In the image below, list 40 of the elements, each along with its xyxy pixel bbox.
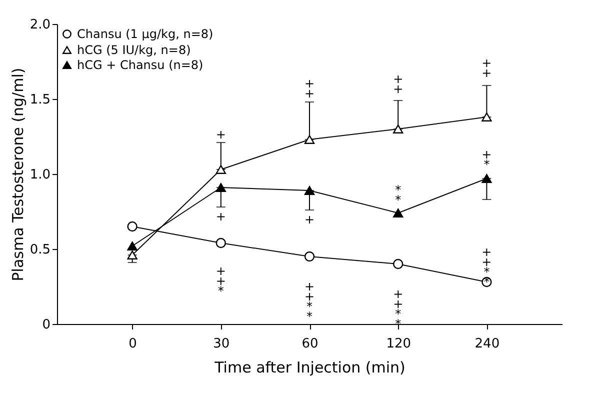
point — [304, 135, 315, 144]
point — [482, 112, 492, 122]
y-tick-label: 1.5 — [30, 92, 50, 108]
y-tick-label: 1.0 — [30, 168, 50, 182]
x-axis-title: Time after Injection (min) — [214, 358, 406, 376]
annotation: + + * — [216, 264, 226, 298]
annotation: + — [216, 210, 226, 224]
point — [127, 221, 138, 232]
annotation: + * — [482, 148, 492, 172]
point — [393, 208, 404, 218]
legend-label: hCG + Chansu (n=8) — [77, 58, 204, 72]
x-tick-label: 30 — [213, 336, 230, 352]
y-tick-label: 0.5 — [30, 242, 50, 258]
point — [127, 242, 138, 250]
point — [393, 258, 404, 270]
annotation: + + * * — [304, 280, 315, 324]
x-tick-label: 0 — [128, 336, 137, 352]
point — [304, 251, 315, 262]
point — [304, 186, 315, 195]
legend-label: Chansu (1 µg/kg, n=8) — [77, 27, 214, 41]
legend-label: hCG (5 IU/kg, n=8) — [77, 43, 191, 57]
annotation: + + — [304, 76, 315, 100]
x-tick-label: 240 — [474, 336, 500, 352]
y-tick-label: 2.0 — [30, 18, 50, 32]
point — [216, 165, 226, 174]
point — [393, 124, 404, 134]
y-tick-label: 0 — [42, 318, 50, 332]
annotation: + — [304, 212, 315, 226]
point — [482, 174, 492, 183]
point — [216, 238, 226, 248]
annotation: + — [216, 128, 226, 142]
annotation: + + — [482, 56, 492, 80]
point — [216, 183, 226, 192]
y-axis-title: Plasma Testosterone (ng/ml) — [8, 68, 27, 282]
annotation: + + * * — [393, 287, 404, 331]
point — [127, 250, 138, 260]
x-tick-label: 120 — [386, 336, 412, 352]
annotation: * * — [395, 183, 402, 207]
x-tick-label: 60 — [302, 336, 318, 352]
annotation: + + — [393, 72, 404, 96]
